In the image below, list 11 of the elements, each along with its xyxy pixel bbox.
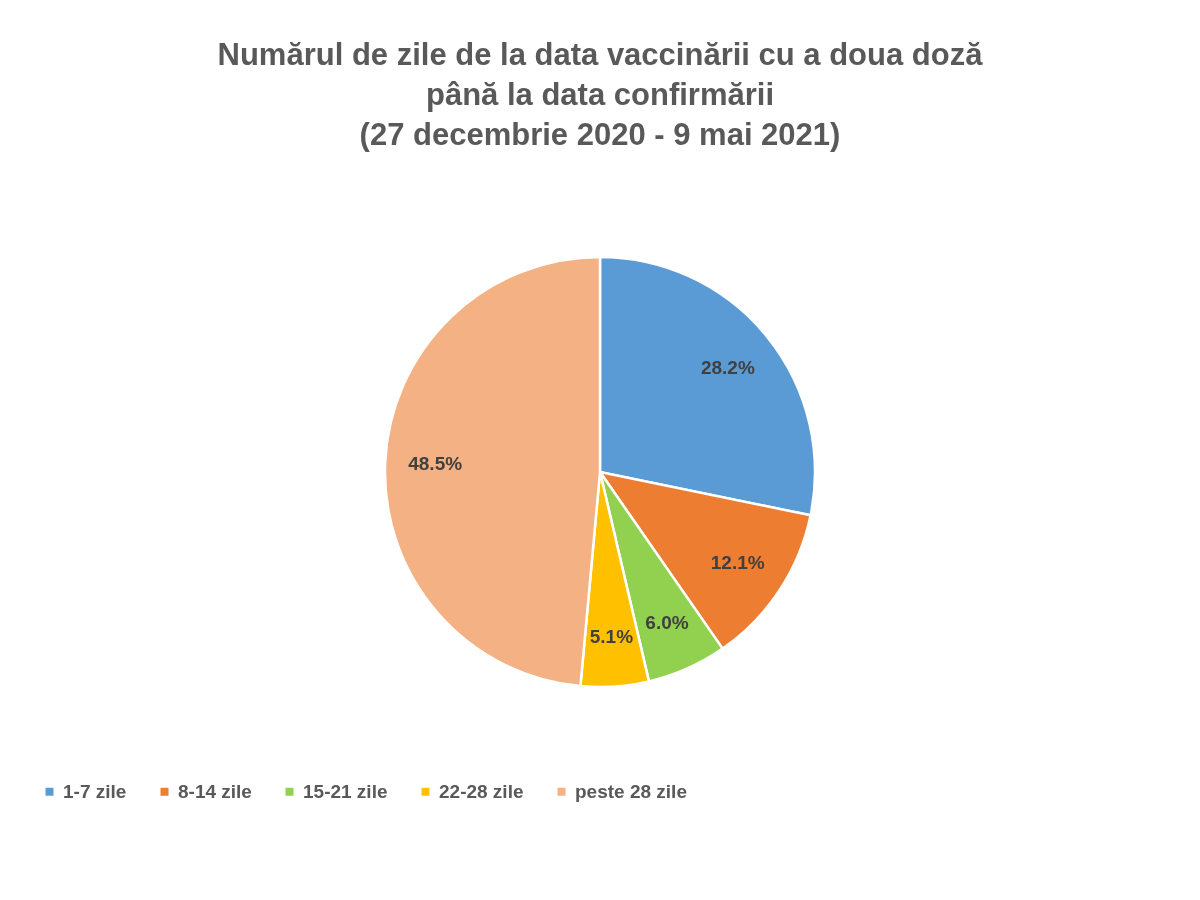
data-label: 12.1% [710, 551, 765, 573]
chart-title: Numărul de zile de la data vaccinării cu a doua doză până la data confirmării (27 decembrie 2020 - 9 mai 2021) [217, 37, 984, 152]
data-label: 28.2% [700, 356, 755, 378]
data-label: 5.1% [589, 625, 634, 647]
legend-label: peste 28 zile [575, 780, 687, 802]
legend-label: 15-21 zile [303, 780, 388, 802]
legend-label: 8-14 zile [178, 780, 252, 802]
data-label: 6.0% [645, 611, 689, 633]
legend-label: 1-7 zile [63, 780, 127, 802]
data-label: 48.5% [408, 453, 463, 475]
legend-label: 22-28 zile [439, 780, 524, 802]
